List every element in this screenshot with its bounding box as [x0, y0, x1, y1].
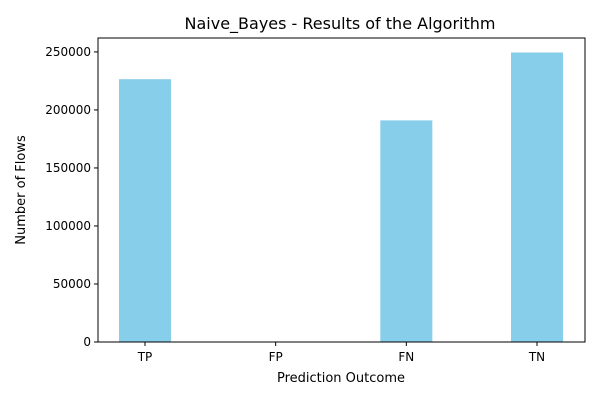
x-tick-label: TP	[137, 350, 153, 364]
x-tick-label: TN	[528, 350, 545, 364]
chart-title: Naive_Bayes - Results of the Algorithm	[185, 14, 496, 34]
bar-fn	[380, 120, 433, 342]
plot-frame	[97, 37, 586, 343]
bar-tn	[511, 52, 563, 343]
x-axis-label: Prediction Outcome	[277, 371, 405, 386]
bar-tp	[119, 79, 171, 342]
y-tick-label: 150000	[45, 161, 91, 175]
y-tick-label: 0	[83, 335, 91, 349]
bars-group	[119, 52, 563, 343]
x-axis-ticks: TP FP FN TN	[137, 342, 545, 364]
x-tick-label: FP	[269, 350, 283, 364]
y-tick-label: 200000	[45, 103, 91, 117]
y-tick-label: 100000	[45, 219, 91, 233]
y-axis-ticks: 0 50000 100000 150000 200000 250000	[45, 45, 98, 349]
y-tick-label: 250000	[45, 45, 91, 59]
y-tick-label: 50000	[53, 277, 91, 291]
y-axis-label: Number of Flows	[14, 135, 29, 245]
x-tick-label: FN	[398, 350, 414, 364]
